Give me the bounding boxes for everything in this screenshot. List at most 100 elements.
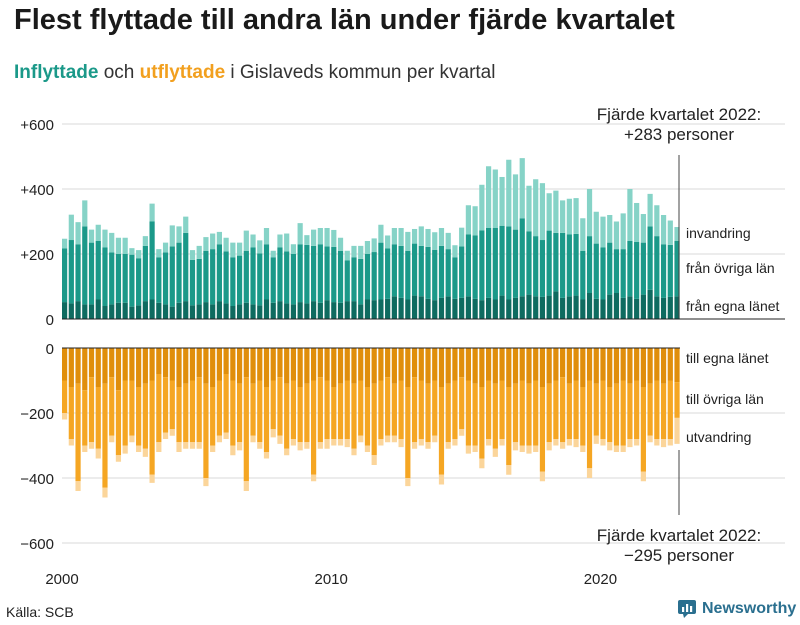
bar-in-ovriga <box>304 244 310 304</box>
chart-subtitle: Inflyttade och utflyttade i Gislaveds ko… <box>14 62 495 84</box>
bar-in-egna <box>620 297 626 319</box>
bar-out-egna <box>438 348 445 387</box>
bar-out-utvandring <box>358 435 364 443</box>
bar-in-invandring <box>479 184 485 231</box>
bar-out-egna <box>378 348 384 381</box>
bar-in-invandring <box>162 242 169 253</box>
bar-in-egna <box>573 295 579 319</box>
bar-in-egna <box>560 297 566 319</box>
series-label-out: utvandring <box>686 429 751 445</box>
bar-out-egna <box>351 348 357 384</box>
bar-out-ovriga <box>236 383 243 443</box>
bar-in-invandring <box>640 214 646 243</box>
bar-out-ovriga <box>351 383 357 449</box>
bar-in-egna <box>176 302 182 319</box>
subtitle-utflyttade: utflyttade <box>139 62 226 83</box>
annotation-in-line2: +283 personer <box>624 125 734 144</box>
bar-out-ovriga <box>243 377 249 482</box>
bar-out-utvandring <box>95 448 101 459</box>
bar-out-utvandring <box>519 445 525 452</box>
bar-in-egna <box>418 296 424 319</box>
bar-out-ovriga <box>512 383 519 443</box>
bar-out-ovriga <box>627 383 633 439</box>
bar-out-egna <box>290 348 297 381</box>
bar-out-utvandring <box>236 442 243 451</box>
bar-in-invandring <box>317 228 323 245</box>
bar-in-egna <box>75 301 81 319</box>
bar-in-ovriga <box>243 250 249 303</box>
bar-in-invandring <box>634 202 640 242</box>
bar-in-egna <box>317 302 323 319</box>
bar-in-invandring <box>169 225 175 247</box>
bar-out-egna <box>257 348 263 381</box>
bar-out-egna <box>216 348 222 381</box>
bar-out-utvandring <box>290 439 297 446</box>
bar-out-ovriga <box>647 383 653 436</box>
bar-in-ovriga <box>162 252 169 305</box>
bar-in-ovriga <box>607 242 613 295</box>
bar-out-egna <box>371 348 377 384</box>
bar-out-ovriga <box>398 380 404 439</box>
bar-out-utvandring <box>634 439 640 446</box>
bar-out-egna <box>398 348 404 381</box>
bar-in-invandring <box>236 242 243 256</box>
bar-out-egna <box>405 348 411 387</box>
bar-in-ovriga <box>411 243 418 296</box>
bar-in-ovriga <box>667 244 673 297</box>
bar-out-ovriga <box>129 380 135 436</box>
bar-in-egna <box>533 296 539 319</box>
bar-in-egna <box>189 305 196 319</box>
bar-in-ovriga <box>216 244 222 302</box>
bar-in-egna <box>284 303 290 319</box>
bar-out-ovriga <box>95 387 101 449</box>
bar-in-invandring <box>573 198 579 234</box>
bar-out-egna <box>263 348 270 387</box>
bar-out-egna <box>654 348 660 381</box>
bar-out-egna <box>88 348 95 378</box>
bar-in-ovriga <box>526 231 532 295</box>
y-tick-label-out: −600 <box>20 536 54 553</box>
y-tick-label-in: +600 <box>20 117 54 134</box>
bar-out-ovriga <box>142 383 148 449</box>
bar-in-invandring <box>438 228 445 246</box>
bar-out-ovriga <box>573 380 579 439</box>
bar-in-ovriga <box>627 241 633 297</box>
bar-out-utvandring <box>654 439 660 446</box>
bar-in-invandring <box>593 211 599 244</box>
bar-in-egna <box>129 306 135 319</box>
bar-in-ovriga <box>351 257 357 302</box>
bar-in-ovriga <box>459 246 465 298</box>
bar-in-egna <box>257 305 263 319</box>
bar-out-ovriga <box>304 383 310 443</box>
bar-out-egna <box>82 348 88 391</box>
bar-in-egna <box>398 297 404 319</box>
bar-out-utvandring <box>438 474 445 485</box>
bar-out-utvandring <box>391 435 397 443</box>
bar-out-egna <box>236 348 243 384</box>
bar-out-utvandring <box>176 442 182 452</box>
bar-out-utvandring <box>62 413 68 420</box>
bar-in-ovriga <box>472 235 478 299</box>
bar-in-ovriga <box>539 240 546 297</box>
y-tick-label-in: +400 <box>20 182 54 199</box>
bar-in-invandring <box>459 227 465 247</box>
migration-chart: +600 +400 +200 0 0 −200 −400 −600 2000 2010 2020 Fj… <box>20 105 785 588</box>
bar-out-ovriga <box>68 387 74 439</box>
bar-out-utvandring <box>304 442 310 449</box>
bar-out-ovriga <box>156 374 162 443</box>
bar-out-egna <box>580 348 586 387</box>
bar-in-invandring <box>492 169 498 228</box>
bar-in-egna <box>566 296 572 319</box>
bar-in-egna <box>674 296 680 319</box>
bar-in-egna <box>492 299 498 319</box>
bar-in-invandring <box>277 234 283 248</box>
bar-in-egna <box>351 301 357 319</box>
bar-out-utvandring <box>156 442 162 452</box>
bar-in-ovriga <box>210 249 216 305</box>
bar-out-ovriga <box>539 387 546 472</box>
bar-out-utvandring <box>378 439 384 446</box>
source-note: Källa: SCB <box>6 604 74 620</box>
bar-in-invandring <box>344 250 350 261</box>
bar-in-egna <box>223 303 229 319</box>
bar-in-ovriga <box>169 246 175 307</box>
